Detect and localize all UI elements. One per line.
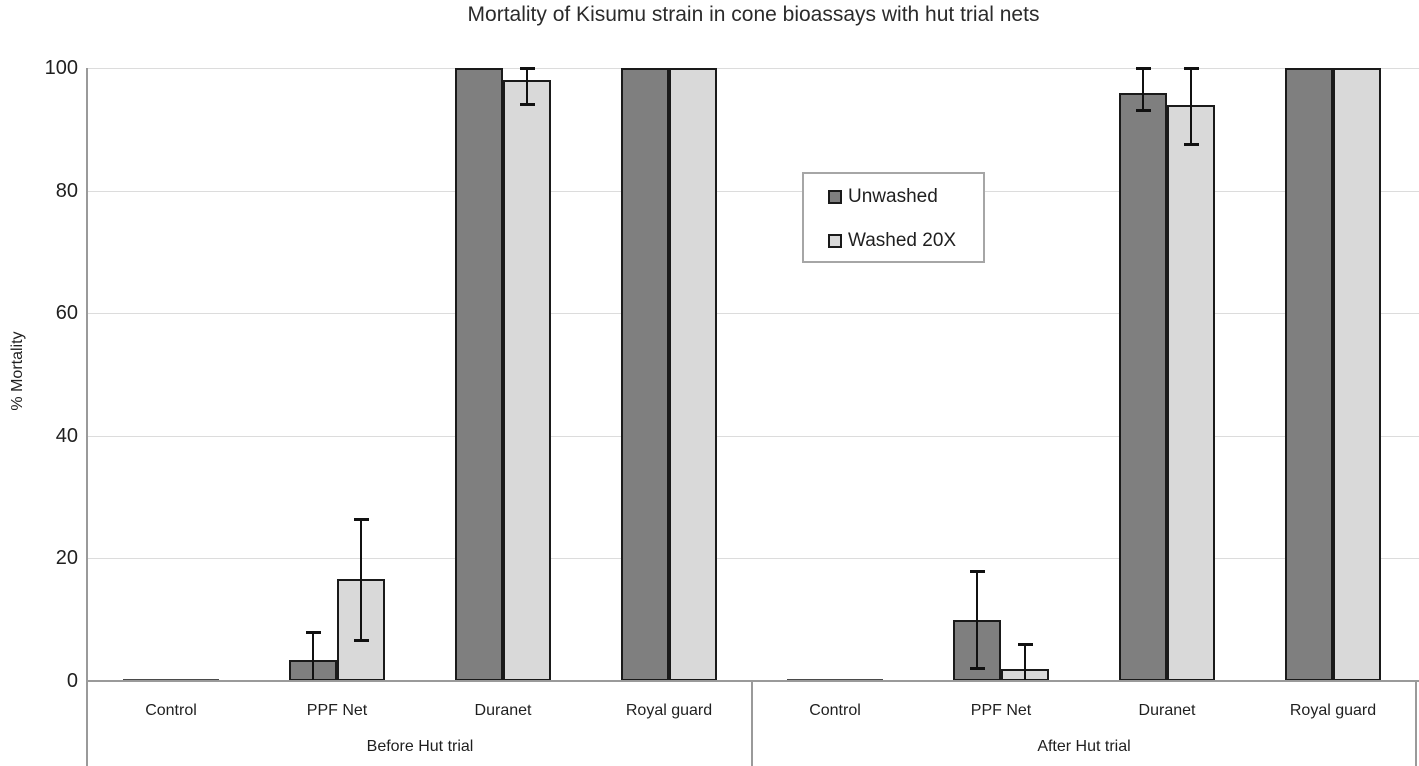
- error-bar-cap-top: [353, 517, 369, 521]
- bar-unwashed-royal-guard: [1285, 68, 1333, 681]
- y-tick-label-40: 40: [55, 424, 78, 447]
- error-bar-cap-bottom: [1135, 108, 1151, 112]
- bar-unwashed-duranet: [1119, 92, 1167, 681]
- gridline-20: [88, 558, 1419, 560]
- legend-label-unwashed: Unwashed: [848, 186, 938, 207]
- gridline-80: [88, 190, 1419, 192]
- error-bar-line: [360, 518, 362, 642]
- category-label-control: Control: [145, 702, 197, 719]
- error-bar-cap-top: [1183, 67, 1199, 70]
- error-bar-cap-bottom: [519, 102, 535, 106]
- gridline-100: [88, 68, 1419, 69]
- error-bar-line: [1190, 68, 1192, 145]
- bar-washed-20x-duranet: [503, 80, 551, 681]
- y-tick-label-20: 20: [55, 547, 78, 570]
- error-bar-cap-top: [969, 569, 985, 573]
- error-bar-line: [312, 631, 314, 681]
- x-axis-line: [88, 680, 1419, 682]
- category-label-duranet: Duranet: [1138, 702, 1196, 719]
- y-tick-label-80: 80: [55, 179, 78, 202]
- category-label-royal-guard: Royal guard: [1289, 702, 1377, 719]
- legend-entry-unwashed: Unwashed: [828, 186, 938, 207]
- y-tick-label-100: 100: [44, 57, 78, 79]
- category-label-control: Control: [809, 702, 861, 719]
- legend-label-washed: Washed 20X: [848, 230, 957, 251]
- category-label-ppf-net: PPF Net: [970, 702, 1032, 719]
- error-bar-line: [1024, 644, 1026, 681]
- group-label-after-hut-trial: After Hut trial: [1037, 738, 1131, 755]
- axis-right-border: [1415, 682, 1417, 766]
- category-label-royal-guard: Royal guard: [625, 702, 713, 719]
- error-bar-cap-bottom: [353, 639, 369, 643]
- error-bar-line: [1142, 68, 1144, 111]
- legend: Unwashed Washed 20X: [802, 172, 985, 263]
- category-label-ppf-net: PPF Net: [306, 702, 368, 719]
- gridline-60: [88, 313, 1419, 315]
- error-bar-cap-top: [519, 67, 535, 70]
- error-bar-cap-bottom: [969, 666, 985, 670]
- bar-washed-20x-royal-guard: [669, 68, 717, 681]
- y-tick-label-60: 60: [55, 302, 78, 325]
- error-bar-cap-top: [305, 630, 321, 634]
- error-bar-cap-top: [1135, 67, 1151, 70]
- y-tick-label-0: 0: [66, 670, 78, 692]
- gridline-40: [88, 435, 1419, 437]
- error-bar-cap-bottom: [1183, 142, 1199, 146]
- error-bar-line: [526, 68, 528, 105]
- group-label-before-hut-trial: Before Hut trial: [366, 738, 474, 755]
- bar-unwashed-royal-guard: [621, 68, 669, 681]
- group-divider-line: [751, 682, 753, 766]
- legend-swatch-washed: [828, 234, 842, 248]
- chart-title: Mortality of Kisumu strain in cone bioas…: [467, 3, 1040, 26]
- y-axis-line: [86, 68, 88, 766]
- bar-washed-20x-royal-guard: [1333, 68, 1381, 681]
- legend-swatch-unwashed: [828, 190, 842, 204]
- category-label-duranet: Duranet: [474, 702, 532, 719]
- bar-washed-20x-duranet: [1167, 104, 1215, 681]
- bar-unwashed-duranet: [455, 68, 503, 681]
- legend-entry-washed: Washed 20X: [828, 230, 957, 251]
- error-bar-line: [976, 570, 978, 669]
- error-bar-cap-top: [1017, 643, 1033, 647]
